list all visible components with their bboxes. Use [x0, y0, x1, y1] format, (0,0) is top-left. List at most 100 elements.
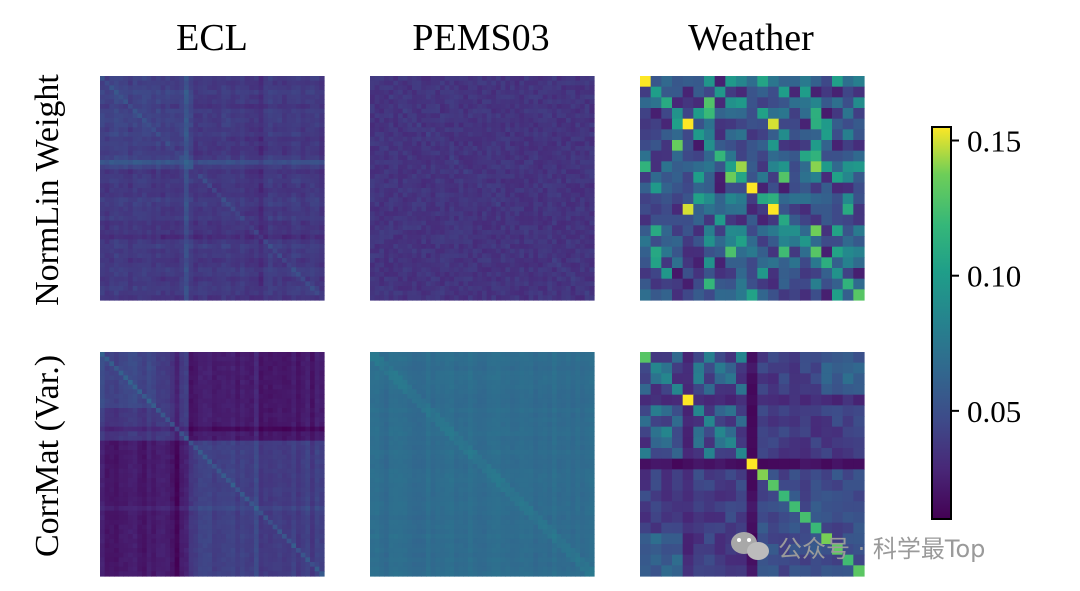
heatmap-cell: [160, 174, 166, 180]
heatmap-cell: [128, 211, 134, 217]
heatmap-cell: [561, 262, 567, 268]
heatmap-cell: [221, 276, 227, 282]
heatmap-cell: [505, 104, 511, 110]
heatmap-cell: [496, 127, 502, 133]
heatmap-cell: [198, 118, 204, 124]
heatmap-cell: [584, 118, 590, 124]
heatmap-cell: [746, 246, 758, 258]
heatmap-cell: [789, 193, 801, 205]
heatmap-cell: [109, 286, 115, 292]
heatmap-cell: [188, 164, 194, 170]
heatmap-cell: [146, 192, 152, 198]
heatmap-cell: [244, 295, 250, 301]
heatmap-cell: [254, 234, 260, 240]
heatmap-cell: [216, 118, 222, 124]
heatmap-cell: [491, 295, 497, 301]
heatmap-cell: [291, 253, 297, 259]
heatmap-cell: [477, 99, 483, 105]
heatmap-cell: [272, 178, 278, 184]
heatmap-cell: [542, 118, 548, 124]
heatmap-cell: [402, 85, 408, 91]
heatmap-cell: [272, 244, 278, 250]
heatmap-cell: [388, 127, 394, 133]
heatmap-cell: [444, 113, 450, 119]
heatmap-cell: [661, 214, 673, 226]
heatmap-cell: [319, 136, 325, 142]
heatmap-cell: [272, 127, 278, 133]
heatmap-cell: [179, 104, 185, 110]
heatmap-cell: [486, 248, 492, 254]
heatmap-cell: [118, 80, 124, 86]
heatmap-cell: [552, 132, 558, 138]
heatmap-cell: [533, 141, 539, 147]
heatmap-cell: [514, 169, 520, 175]
heatmap-cell: [402, 164, 408, 170]
heatmap-cell: [682, 161, 694, 173]
heatmap-cell: [514, 253, 520, 259]
heatmap-cell: [179, 230, 185, 236]
heatmap-cell: [468, 160, 474, 166]
heatmap-cell: [277, 276, 283, 282]
heatmap-cell: [156, 90, 162, 96]
heatmap-cell: [314, 164, 320, 170]
heatmap-cell: [463, 234, 469, 240]
heatmap-cell: [714, 150, 726, 162]
heatmap-cell: [575, 122, 581, 128]
heatmap-cell: [524, 216, 530, 222]
heatmap-cell: [416, 220, 422, 226]
heatmap-cell: [221, 234, 227, 240]
heatmap-cell: [444, 178, 450, 184]
heatmap-cell: [114, 94, 120, 100]
heatmap-cell: [137, 122, 143, 128]
heatmap-cell: [296, 290, 302, 296]
heatmap-cell: [800, 246, 812, 258]
heatmap-cell: [449, 178, 455, 184]
heatmap-cell: [314, 197, 320, 203]
heatmap-cell: [505, 276, 511, 282]
heatmap-cell: [296, 244, 302, 250]
heatmap-cell: [500, 230, 506, 236]
heatmap-cell: [393, 178, 399, 184]
heatmap-cell: [300, 211, 306, 217]
heatmap-cell: [174, 104, 180, 110]
heatmap-cell: [444, 127, 450, 133]
heatmap-cell: [556, 234, 562, 240]
heatmap-cell: [226, 197, 232, 203]
heatmap-cell: [421, 220, 427, 226]
heatmap-cell: [379, 85, 385, 91]
heatmap-cell: [570, 132, 576, 138]
heatmap-cell: [118, 281, 124, 287]
heatmap-cell: [589, 211, 595, 217]
heatmap-cell: [542, 244, 548, 250]
heatmap-cell: [435, 146, 441, 152]
heatmap-cell: [412, 76, 418, 82]
heatmap-cell: [398, 276, 404, 282]
heatmap-cell: [207, 244, 213, 250]
heatmap-cell: [240, 211, 246, 217]
heatmap-cell: [552, 94, 558, 100]
heatmap-cell: [768, 150, 780, 162]
heatmap-cell: [496, 80, 502, 86]
heatmap-cell: [137, 253, 143, 259]
heatmap-cell: [142, 164, 148, 170]
heatmap-cell: [100, 248, 106, 254]
heatmap-cell: [184, 202, 190, 208]
heatmap-cell: [528, 253, 534, 259]
heatmap-cell: [500, 183, 506, 189]
heatmap-cell: [454, 192, 460, 198]
heatmap-cell: [109, 80, 115, 86]
heatmap-cell: [235, 174, 241, 180]
heatmap-cell: [128, 104, 134, 110]
heatmap-cell: [235, 192, 241, 198]
heatmap-cell: [500, 239, 506, 245]
heatmap-cell: [193, 122, 199, 128]
heatmap-cell: [538, 206, 544, 212]
heatmap-cell: [500, 169, 506, 175]
heatmap-cell: [384, 122, 390, 128]
heatmap-cell: [258, 118, 264, 124]
heatmap-cell: [704, 86, 716, 98]
heatmap-cell: [388, 211, 394, 217]
heatmap-cell: [123, 202, 129, 208]
heatmap-cell: [277, 216, 283, 222]
heatmap-cell: [533, 244, 539, 250]
